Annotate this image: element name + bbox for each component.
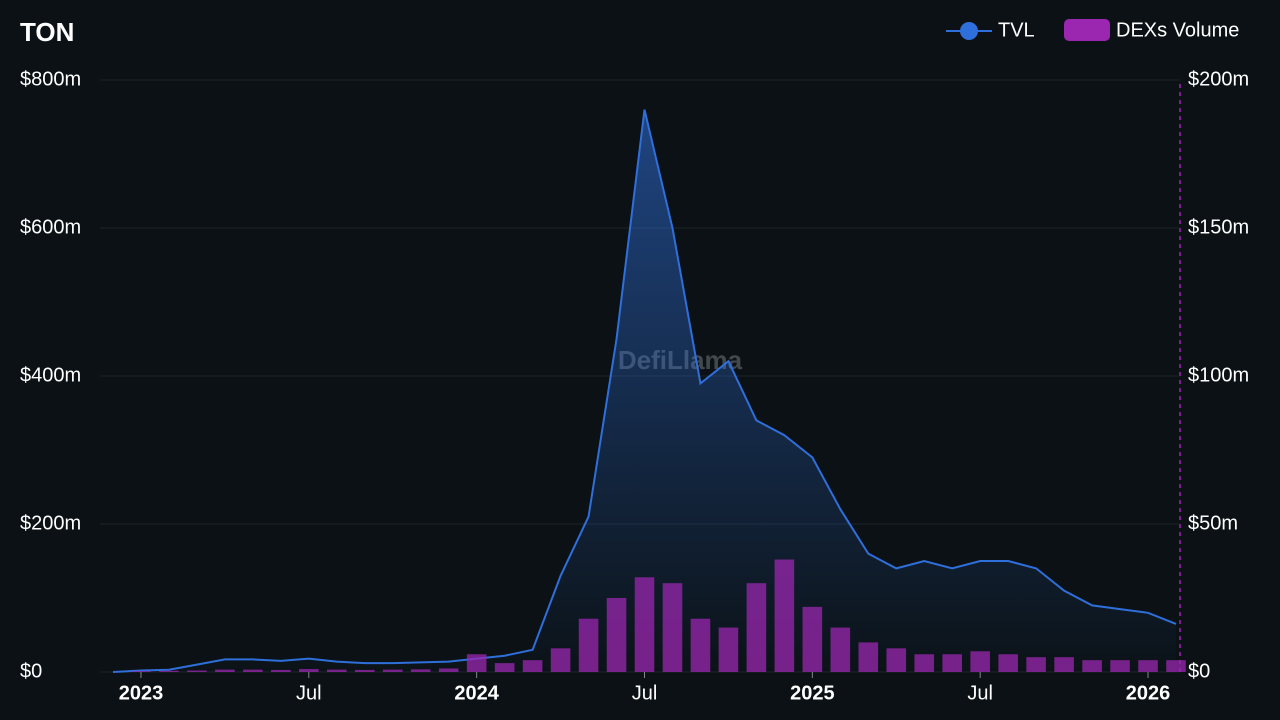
chart-title: TON <box>20 17 74 47</box>
y2-tick-label: $100m <box>1188 364 1249 386</box>
bar <box>215 669 235 672</box>
bar <box>690 618 711 672</box>
bar <box>746 583 767 672</box>
bar <box>774 559 795 672</box>
bar <box>550 648 571 672</box>
x-tick-label: Jul <box>296 682 322 704</box>
bar <box>382 669 403 672</box>
bar <box>243 669 263 672</box>
bar <box>942 654 963 672</box>
x-tick-label: Jul <box>967 682 993 704</box>
bar <box>187 670 207 672</box>
bar <box>830 627 851 672</box>
y-tick-label: $800m <box>20 68 81 90</box>
bar <box>1026 657 1046 672</box>
legend: TVL DEXs Volume <box>946 19 1239 41</box>
bar <box>886 648 907 672</box>
legend-label: DEXs Volume <box>1116 19 1239 41</box>
bar <box>522 660 543 672</box>
bar <box>1054 657 1074 672</box>
bar <box>1110 660 1130 672</box>
bar <box>131 671 151 672</box>
y2-tick-label: $150m <box>1188 216 1249 238</box>
bar <box>1082 660 1102 672</box>
bar <box>606 598 627 672</box>
bar <box>718 627 739 672</box>
bar <box>970 651 990 672</box>
bar <box>578 618 599 672</box>
bar <box>299 669 319 672</box>
bar <box>326 669 347 672</box>
y-tick-label: $200m <box>20 512 81 534</box>
bar <box>494 663 515 672</box>
bar <box>858 642 879 672</box>
x-tick-label: 2025 <box>790 682 835 704</box>
legend-swatch <box>960 22 978 40</box>
area <box>113 109 1176 673</box>
y2-tick-label: $50m <box>1188 512 1238 534</box>
bar <box>802 606 823 672</box>
bar <box>159 670 179 672</box>
bar <box>998 654 1018 672</box>
bar <box>634 577 655 672</box>
bar <box>354 669 375 672</box>
bar <box>1166 660 1186 672</box>
x-tick-label: 2023 <box>119 682 164 704</box>
x-tick-label: Jul <box>632 682 658 704</box>
x-tick-label: 2026 <box>1126 682 1171 704</box>
y-tick-label: $600m <box>20 216 81 238</box>
y2-tick-label: $200m <box>1188 68 1249 90</box>
bar <box>466 654 487 672</box>
x-tick-label: 2024 <box>454 682 499 704</box>
y-tick-label: $400m <box>20 364 81 386</box>
legend-swatch <box>1064 19 1110 41</box>
line <box>112 109 1177 673</box>
bar <box>914 654 935 672</box>
y2-tick-label: $0 <box>1188 660 1210 682</box>
y-tick-label: $0 <box>20 660 42 682</box>
bar <box>438 668 459 672</box>
legend-label: TVL <box>998 19 1035 41</box>
bar <box>1138 660 1158 672</box>
bar <box>662 583 683 672</box>
bar <box>410 669 431 672</box>
bar <box>271 669 291 672</box>
